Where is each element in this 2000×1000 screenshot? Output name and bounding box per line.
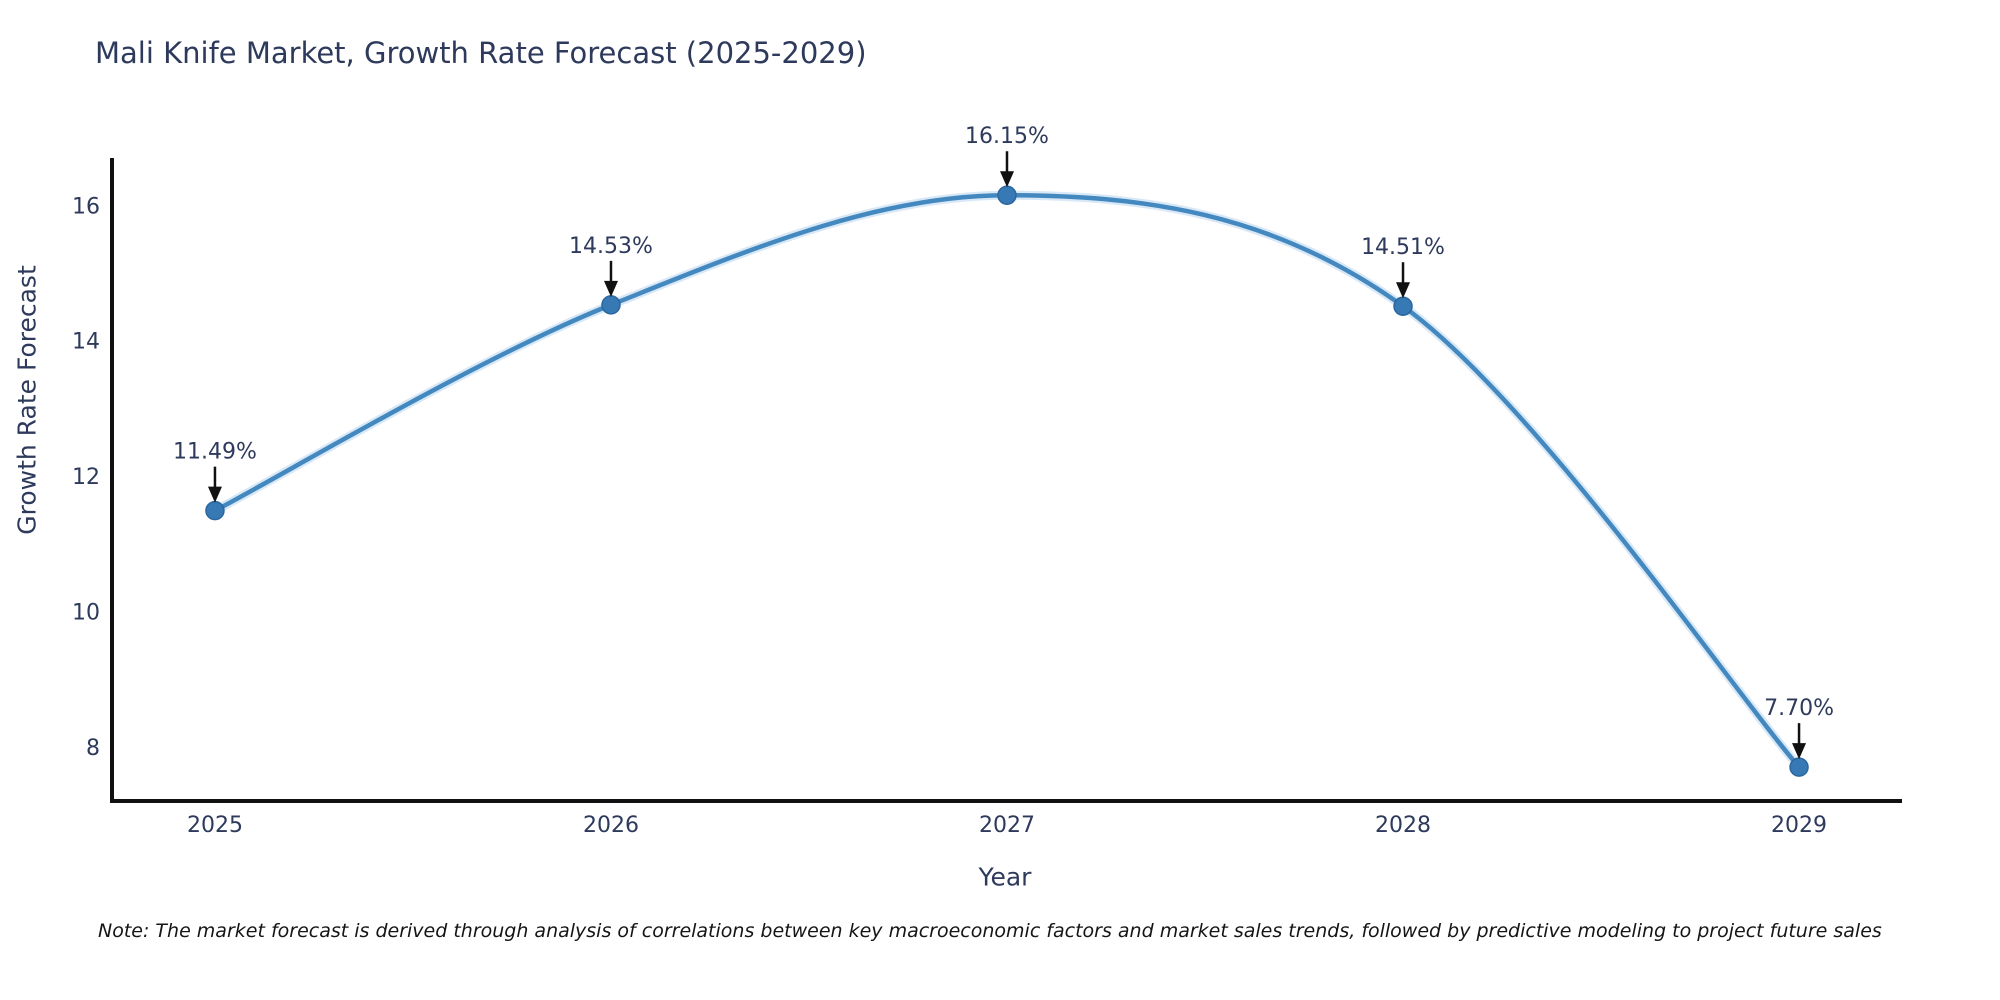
y-tick-label: 12 [72, 465, 100, 490]
annotation-label: 14.51% [1361, 235, 1445, 260]
annotation-arrowhead [1396, 282, 1411, 299]
x-tick-label: 2029 [1771, 813, 1827, 838]
annotation-label: 11.49% [173, 440, 257, 465]
x-tick-label: 2026 [583, 813, 639, 838]
footnote: Note: The market forecast is derived thr… [98, 920, 1882, 942]
y-tick-label: 14 [72, 330, 100, 355]
annotation-arrowhead [207, 486, 222, 503]
data-point [1789, 757, 1809, 777]
annotation-arrowhead [603, 280, 618, 297]
series-line [212, 192, 1802, 770]
axis-lines [110, 158, 1902, 803]
x-axis-title: Year [978, 862, 1032, 892]
data-point [205, 500, 225, 521]
x-tick-label: 2027 [979, 813, 1035, 838]
x-tick-label: 2025 [187, 813, 243, 838]
annotation-label: 14.53% [569, 234, 653, 259]
y-tick-label: 8 [86, 736, 100, 761]
series-line-halo [210, 190, 1804, 772]
chart-title: Mali Knife Market, Growth Rate Forecast … [95, 36, 867, 70]
annotation-arrowhead [1000, 171, 1014, 188]
data-point [997, 185, 1017, 205]
x-tick-label: 2028 [1375, 813, 1431, 838]
data-point [1393, 296, 1413, 316]
annotation-label: 16.15% [965, 124, 1049, 149]
annotation-label: 7.70% [1764, 696, 1834, 721]
y-tick-label: 10 [72, 600, 100, 625]
annotation-arrowhead [1792, 743, 1807, 760]
data-point [601, 295, 621, 315]
y-tick-label: 16 [72, 194, 100, 219]
